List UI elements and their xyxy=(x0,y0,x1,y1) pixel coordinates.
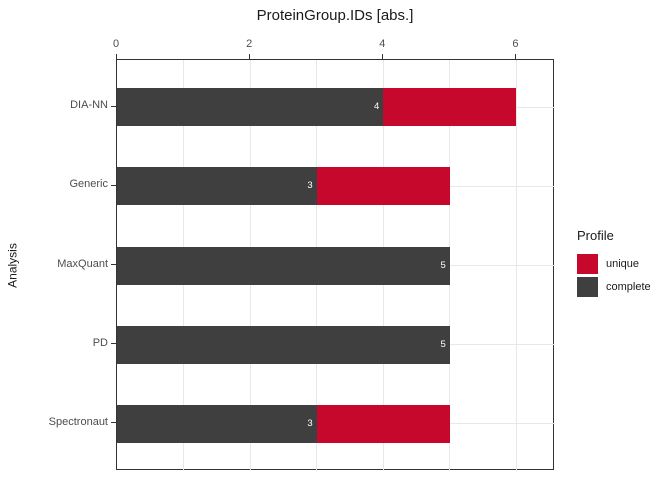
y-axis-tick-label: DIA-NN xyxy=(70,99,108,112)
y-axis-tick-label: Generic xyxy=(69,178,108,191)
bar-value-label: 5 xyxy=(440,259,446,271)
legend-title: Profile xyxy=(577,228,614,243)
bar-complete-segment xyxy=(117,167,317,206)
bar-complete-segment xyxy=(117,246,450,285)
legend-item-label: unique xyxy=(606,258,640,270)
bar-unique-segment xyxy=(383,88,517,127)
y-axis-tick-label: Spectronaut xyxy=(48,415,108,428)
x-axis-tick-label: 2 xyxy=(246,38,253,50)
bar-value-label: 5 xyxy=(440,338,446,350)
y-axis-title: Analysis xyxy=(5,243,20,288)
legend-items: unique complete xyxy=(577,254,672,297)
legend-item: complete xyxy=(577,277,672,297)
plot-panel: 4 3 5 5 3 xyxy=(116,59,555,471)
chart-title: ProteinGroup.IDs [abs.] xyxy=(256,7,414,24)
bar-value-label: 4 xyxy=(373,101,380,113)
bar-complete-segment xyxy=(117,325,450,364)
x-axis-tick-label: 4 xyxy=(379,38,386,50)
unique-legend-key-swatch xyxy=(577,254,598,274)
complete-legend-key-swatch xyxy=(577,277,598,297)
bar-value-label: 3 xyxy=(307,180,313,192)
bar-unique-segment xyxy=(316,167,450,206)
legend-item: unique xyxy=(577,254,672,274)
legend-item-label: complete xyxy=(606,281,651,293)
bar-unique-segment xyxy=(316,404,450,443)
bar-value-label: 3 xyxy=(307,417,313,429)
y-axis-tick-label: PD xyxy=(92,336,108,349)
x-axis-tick-label: 6 xyxy=(512,38,519,50)
bar-complete-segment xyxy=(117,88,384,127)
x-axis-tick-label: 0 xyxy=(112,38,120,50)
bar-complete-segment xyxy=(117,404,317,443)
legend: Profile unique complete xyxy=(577,228,672,300)
